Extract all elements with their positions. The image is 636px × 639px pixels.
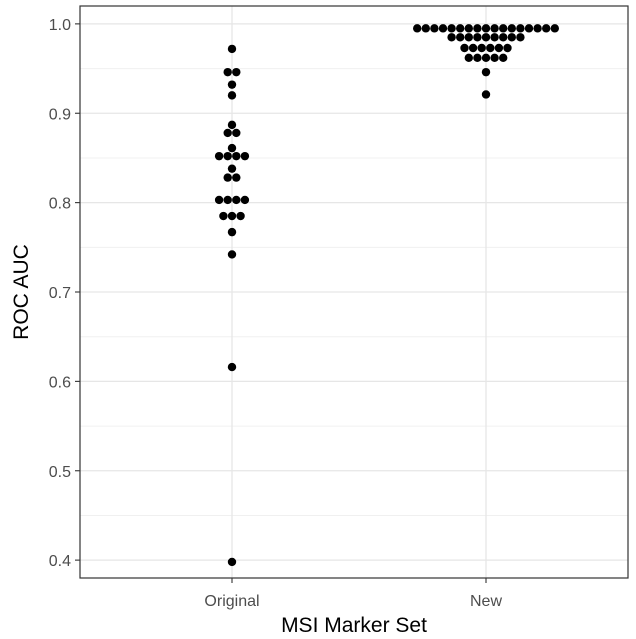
data-point <box>464 24 473 33</box>
data-point <box>542 24 551 33</box>
data-point <box>214 195 224 205</box>
data-point <box>481 33 491 42</box>
data-point <box>516 33 525 42</box>
data-point <box>477 43 486 53</box>
data-point <box>550 24 559 33</box>
y-tick-label: 0.4 <box>49 553 71 570</box>
data-point <box>227 164 237 173</box>
data-point <box>421 24 430 33</box>
data-point <box>464 33 473 42</box>
x-tick-label: Original <box>204 593 259 610</box>
data-points <box>214 24 559 567</box>
y-axis-ticks: 0.4 0.5 0.6 0.7 0.8 0.9 1.0 <box>49 17 80 570</box>
y-tick-label: 1.0 <box>49 17 71 34</box>
data-point <box>524 24 534 33</box>
data-point <box>223 173 232 182</box>
data-point <box>223 151 232 161</box>
data-point <box>481 67 491 77</box>
data-point <box>481 24 491 33</box>
x-axis-ticks: Original New <box>204 578 502 610</box>
data-point <box>464 53 473 63</box>
data-point <box>499 33 508 42</box>
x-axis-title: MSI Marker Set <box>281 614 427 637</box>
data-point <box>236 211 245 221</box>
data-point <box>227 91 237 100</box>
data-point <box>223 195 232 205</box>
data-point <box>503 43 512 53</box>
data-point <box>481 90 491 99</box>
y-axis-title: ROC AUC <box>10 244 33 340</box>
data-point <box>227 227 237 237</box>
data-point <box>456 33 465 42</box>
data-point <box>214 151 224 161</box>
data-point <box>227 44 237 54</box>
data-point <box>227 211 237 221</box>
data-point <box>473 33 482 42</box>
data-point <box>240 151 250 161</box>
data-point <box>507 33 516 42</box>
data-point <box>232 128 241 138</box>
x-tick-label: New <box>470 593 502 610</box>
data-point <box>219 211 228 221</box>
data-point <box>447 24 456 33</box>
data-point <box>447 33 456 42</box>
data-point <box>473 24 482 33</box>
data-point <box>227 120 237 130</box>
data-point <box>240 195 250 205</box>
data-point <box>227 362 237 372</box>
grid-major <box>80 6 628 578</box>
y-tick-label: 0.8 <box>49 196 71 213</box>
data-point <box>473 53 482 63</box>
data-point <box>490 33 499 42</box>
data-point <box>468 43 478 53</box>
data-point <box>490 53 499 63</box>
data-point <box>438 24 448 33</box>
data-point <box>499 53 508 63</box>
y-tick-label: 0.5 <box>49 464 71 481</box>
data-point <box>223 128 232 138</box>
data-point <box>227 557 237 567</box>
grid-minor <box>80 68 628 516</box>
data-point <box>227 250 237 259</box>
data-point <box>533 24 542 33</box>
data-point <box>490 24 499 33</box>
y-tick-label: 0.6 <box>49 374 71 391</box>
data-point <box>507 24 516 33</box>
data-point <box>516 24 525 33</box>
data-point <box>494 43 504 53</box>
data-point <box>227 143 237 153</box>
data-point <box>456 24 465 33</box>
data-point <box>481 53 491 63</box>
data-point <box>232 151 241 161</box>
data-point <box>232 195 241 205</box>
data-point <box>430 24 439 33</box>
y-tick-label: 0.7 <box>49 285 71 302</box>
y-tick-label: 0.9 <box>49 106 71 123</box>
data-point <box>486 43 495 53</box>
data-point <box>232 173 241 182</box>
data-point <box>460 43 469 53</box>
data-point <box>223 67 232 77</box>
data-point <box>499 24 508 33</box>
data-point <box>413 24 422 33</box>
data-point <box>227 80 237 89</box>
data-point <box>232 67 241 77</box>
